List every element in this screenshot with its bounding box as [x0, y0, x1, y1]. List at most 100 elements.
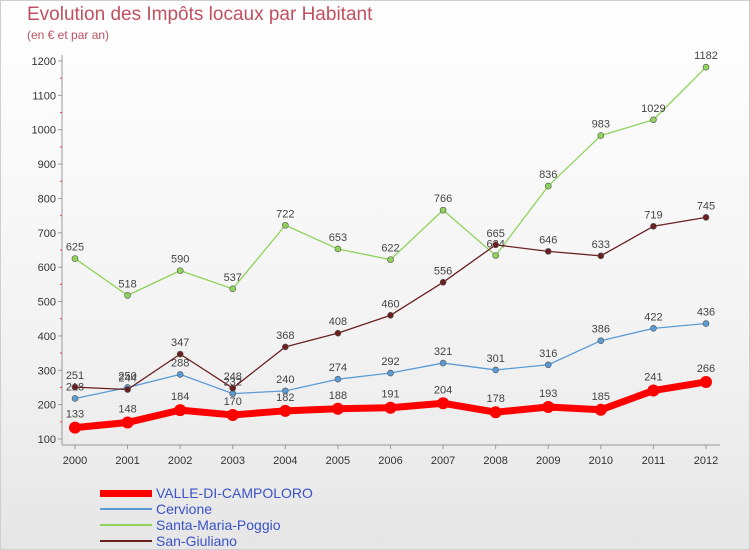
data-point: [124, 386, 131, 393]
data-point: [71, 395, 79, 402]
x-tick-label: 2000: [63, 455, 87, 467]
y-tick-label: 1000: [32, 125, 56, 137]
data-point: [334, 329, 342, 337]
data-label: 983: [592, 119, 610, 131]
data-label: 178: [486, 393, 504, 405]
y-tick-label: 300: [38, 365, 56, 377]
data-label: 184: [171, 391, 189, 403]
data-point: [439, 206, 447, 214]
data-point: [544, 248, 552, 255]
data-point: [174, 404, 187, 417]
data-label: 633: [592, 239, 610, 251]
data-label: 244: [118, 373, 136, 385]
y-tick-label: 700: [38, 228, 56, 240]
y-tick-label: 1100: [32, 90, 56, 102]
data-point: [647, 384, 660, 397]
y-tick-label: 900: [38, 159, 56, 171]
x-tick-label: 2011: [642, 455, 666, 467]
x-tick-label: 2012: [694, 455, 718, 467]
data-label: 316: [539, 348, 557, 360]
x-tick-label: 2003: [221, 455, 245, 467]
x-tick-label: 2004: [273, 455, 297, 467]
data-label: 188: [329, 390, 347, 402]
x-tick-label: 2010: [589, 455, 613, 467]
legend-label: Cervione: [156, 501, 213, 517]
x-tick-label: 2006: [378, 455, 402, 467]
data-point: [71, 255, 79, 262]
data-point: [387, 369, 394, 377]
data-label: 622: [381, 243, 399, 255]
data-point: [226, 408, 239, 421]
data-label: 185: [592, 391, 610, 403]
legend-label: Santa-Maria-Poggio: [156, 517, 281, 533]
data-label: 408: [329, 316, 347, 328]
data-label: 1029: [641, 103, 665, 115]
legend-swatch: [100, 508, 152, 510]
data-label: 537: [224, 272, 242, 284]
data-label: 288: [171, 357, 189, 369]
data-point: [492, 241, 499, 249]
data-point: [279, 404, 292, 417]
data-point: [176, 371, 184, 378]
data-label: 301: [486, 353, 504, 365]
data-label: 193: [539, 388, 557, 400]
data-label: 1182: [694, 50, 718, 62]
data-label: 625: [66, 242, 84, 254]
data-point: [331, 402, 344, 415]
data-point: [282, 387, 289, 395]
data-point: [387, 256, 394, 263]
data-point: [384, 401, 397, 414]
y-tick-label: 800: [38, 193, 56, 205]
data-label: 368: [276, 330, 294, 342]
data-point: [69, 421, 81, 434]
data-label: 204: [434, 384, 452, 396]
data-point: [387, 311, 394, 319]
data-point: [542, 401, 555, 414]
data-point: [334, 375, 342, 383]
y-tick-label: 600: [38, 262, 56, 274]
data-point: [176, 267, 184, 274]
data-point: [597, 337, 605, 345]
y-tick-label: 100: [38, 434, 56, 446]
data-label: 191: [381, 389, 399, 401]
data-point: [597, 252, 605, 260]
data-point: [176, 350, 184, 358]
data-label: 240: [276, 374, 294, 386]
data-label: 745: [697, 200, 715, 212]
data-label: 386: [592, 324, 610, 336]
x-tick-label: 2008: [483, 455, 507, 467]
data-label: 719: [644, 209, 662, 221]
data-label: 148: [118, 404, 136, 416]
data-label: 556: [434, 265, 452, 277]
data-label: 518: [118, 278, 136, 290]
data-point: [282, 343, 289, 351]
data-label: 836: [539, 169, 557, 181]
data-point: [700, 375, 712, 388]
data-label: 665: [486, 228, 504, 240]
data-point: [650, 222, 657, 230]
data-label: 436: [697, 307, 715, 319]
data-label: 590: [171, 254, 189, 266]
data-point: [544, 182, 552, 190]
data-point: [229, 285, 237, 293]
legend-swatch: [100, 489, 152, 497]
data-point: [597, 132, 605, 139]
data-point: [594, 403, 607, 416]
data-point: [229, 384, 237, 392]
data-label: 274: [329, 362, 347, 374]
data-point: [439, 279, 447, 286]
data-point: [650, 325, 657, 332]
data-label: 170: [224, 396, 242, 408]
data-label: 722: [276, 208, 294, 220]
data-label: 133: [66, 409, 84, 421]
data-point: [544, 361, 552, 369]
data-point: [439, 359, 447, 367]
data-point: [702, 214, 710, 221]
data-point: [71, 383, 79, 391]
data-point: [492, 366, 499, 374]
data-point: [702, 320, 710, 327]
data-point: [437, 397, 450, 410]
data-label: 766: [434, 193, 452, 205]
